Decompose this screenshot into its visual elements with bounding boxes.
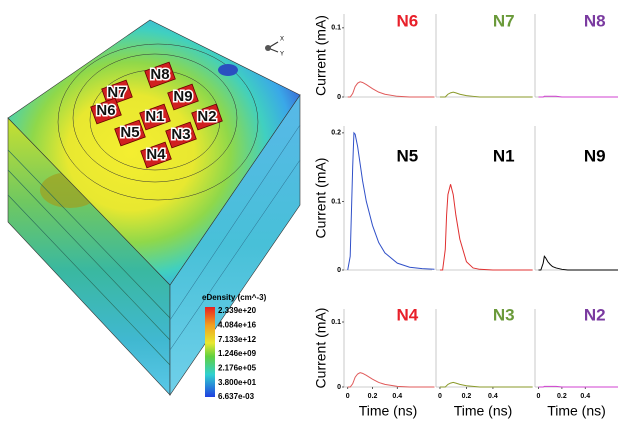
panel: N9 (534, 126, 618, 271)
node-pad (114, 119, 146, 147)
axis-label: X (280, 37, 284, 43)
axis-triad (265, 41, 279, 53)
node-pad (90, 97, 122, 125)
y-tick-label: 0 (337, 267, 341, 274)
line-series (347, 81, 435, 98)
y-axis-label: Current (mA) (313, 308, 329, 389)
node-label: N4 (146, 146, 166, 163)
node-pad (191, 103, 223, 131)
panel: 0 0.1 0 0.2 0.4 Current (mA) Time (ns) N4 (313, 305, 435, 419)
node-label: N3 (171, 126, 190, 143)
line-series (439, 184, 533, 271)
x-tick-label: 0 (537, 393, 541, 400)
legend-label: 4.084e+16 (218, 320, 257, 329)
x-axis-label: Time (ns) (547, 403, 606, 419)
node-label: N1 (145, 108, 164, 125)
legend-label: 7.133e+12 (218, 335, 257, 344)
node-label: N9 (173, 88, 192, 105)
line-series (439, 381, 533, 388)
line-series (439, 91, 533, 98)
panel-title: N8 (584, 11, 606, 30)
x-axis-label: Time (ns) (454, 403, 513, 419)
line-series (347, 131, 435, 271)
panel-title: N6 (396, 11, 418, 30)
line-series (347, 372, 435, 388)
x-tick-label: 0.4 (392, 393, 402, 400)
axis-label: Y (280, 52, 284, 58)
legend-title: eDensity (cm^-3) (202, 293, 267, 302)
panel-title: N3 (493, 305, 515, 324)
line-series (538, 385, 618, 388)
panel: 0 0.2 0.4 Time (ns) N3 (435, 305, 533, 419)
node-pad (165, 121, 197, 149)
y-tick-label: 0 (337, 94, 341, 101)
y-axis-label: Current (mA) (313, 158, 329, 239)
legend-label: 2.339e+20 (218, 306, 257, 315)
panel: N8 (534, 11, 618, 98)
line-series (538, 95, 618, 98)
x-tick-label: 0 (438, 393, 442, 400)
x-tick-label: 0.4 (488, 393, 498, 400)
y-tick-label: 0.1 (331, 319, 341, 326)
x-tick-label: 0.2 (462, 393, 472, 400)
legend-label: 3.800e+01 (218, 378, 257, 387)
y-tick-label: 0.1 (331, 198, 341, 205)
panel-title: N2 (584, 305, 606, 324)
node-pad (140, 141, 172, 169)
node-pad (101, 79, 133, 107)
node-pad (144, 61, 176, 89)
x-tick-label: 0 (346, 393, 350, 400)
x-axis-label: Time (ns) (359, 403, 418, 419)
colorbar (205, 307, 215, 397)
legend-label: 2.176e+05 (218, 363, 257, 372)
panel: N7 (435, 11, 533, 98)
panel-title: N4 (396, 305, 418, 324)
node-label: N2 (197, 108, 216, 125)
y-axis-label: Current (mA) (313, 15, 329, 96)
node-pad (167, 83, 199, 111)
node-pad (139, 103, 171, 131)
panel-title: N7 (493, 11, 515, 30)
node-label: N6 (96, 102, 115, 119)
panel: 0 0.2 0.4 Time (ns) N2 (534, 305, 618, 419)
legend-label: 1.246e+09 (218, 349, 257, 358)
y-tick-label: 0.1 (331, 25, 341, 32)
y-tick-label: 0.2 (331, 130, 341, 137)
node-label: N5 (120, 124, 139, 141)
node-label: N7 (107, 84, 126, 101)
panel: N1 (435, 126, 533, 271)
x-tick-label: 0.2 (557, 393, 567, 400)
node-label: N8 (150, 66, 169, 83)
legend-label: 6.637e-03 (218, 392, 255, 401)
y-tick-label: 0 (337, 384, 341, 391)
panel-title: N9 (584, 146, 606, 165)
panel-title: N5 (396, 146, 418, 165)
x-tick-label: 0.2 (368, 393, 378, 400)
x-tick-label: 0.4 (580, 393, 590, 400)
panel: 0 0.1 0.2 Current (mA) N5 (313, 126, 435, 274)
line-series (538, 255, 618, 271)
panel-title: N1 (493, 146, 515, 165)
